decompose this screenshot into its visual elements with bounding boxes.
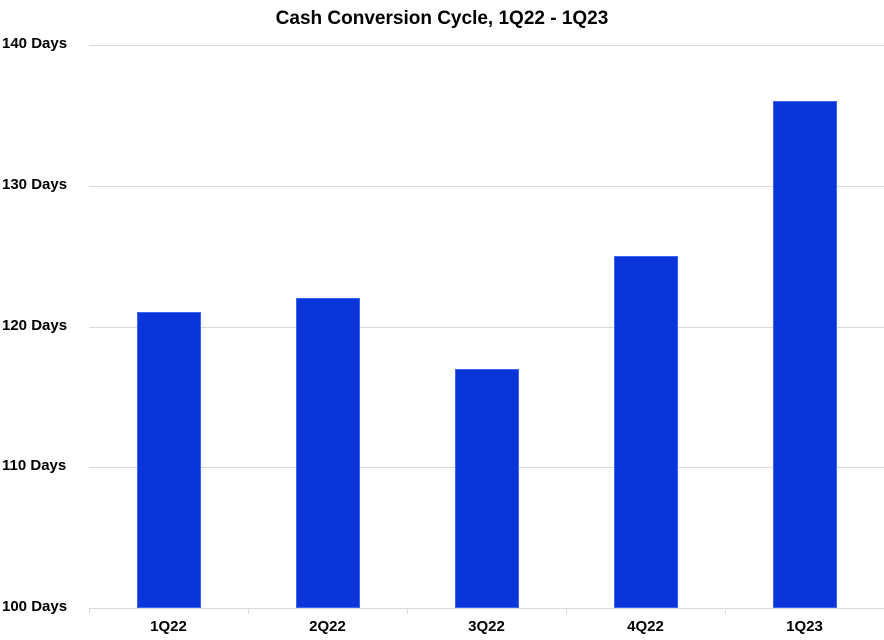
gridline [89, 326, 884, 328]
x-tick-mark [725, 608, 726, 614]
bar-2q22 [295, 298, 360, 608]
y-tick-label: 140 Days [2, 34, 68, 52]
y-tick-label: 100 Days [2, 597, 68, 615]
plot-area [89, 45, 884, 609]
x-tick-label: 1Q22 [150, 618, 187, 635]
x-tick-label: 1Q23 [786, 618, 823, 635]
chart-title: Cash Conversion Cycle, 1Q22 - 1Q23 [275, 8, 609, 29]
y-tick-label: 120 Days [2, 316, 68, 334]
x-tick-mark [407, 608, 408, 614]
gridline [89, 45, 884, 46]
x-tick-mark [89, 608, 90, 614]
bar-3q22 [454, 368, 519, 608]
x-tick-label: 2Q22 [309, 618, 346, 635]
x-tick-label: 3Q22 [468, 618, 505, 635]
gridline [89, 185, 884, 187]
bar-1q22 [136, 312, 201, 608]
x-tick-mark [248, 608, 249, 614]
x-tick-mark [566, 608, 567, 614]
x-tick-label: 4Q22 [627, 618, 664, 635]
bar-1q23 [772, 101, 837, 608]
gridline [89, 608, 884, 609]
bar-4q22 [613, 256, 678, 608]
y-tick-label: 130 Days [2, 175, 68, 193]
y-tick-label: 110 Days [2, 457, 67, 475]
